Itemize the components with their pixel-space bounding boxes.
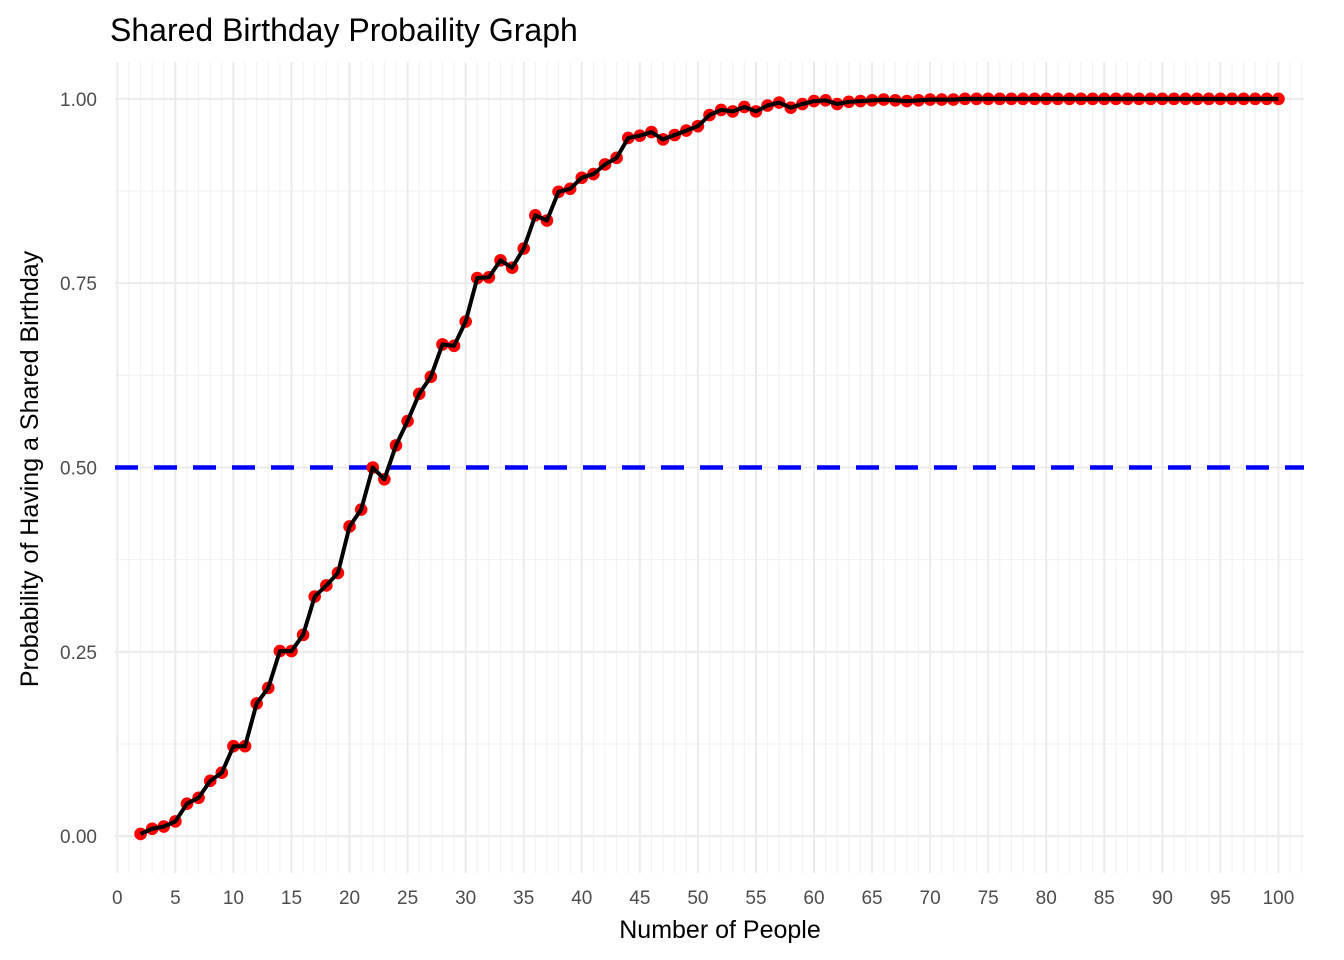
x-tick-label: 0 [112,888,123,909]
x-tick-label: 25 [397,888,418,909]
x-tick-label: 40 [571,888,592,909]
y-tick-label: 0.75 [60,274,97,295]
series-group [134,92,1285,841]
x-axis-title: Number of People [619,916,821,944]
x-tick-label: 95 [1210,888,1231,909]
x-tick-label: 60 [803,888,824,909]
y-tick-labels: 0.00 0.25 0.50 0.75 1.00 [60,90,97,848]
y-tick-label: 1.00 [60,90,97,111]
series-line [139,96,1279,836]
x-tick-label: 100 [1263,888,1295,909]
x-tick-label: 30 [455,888,476,909]
x-tick-label: 70 [920,888,941,909]
y-tick-label: 0.50 [60,459,97,480]
x-tick-label: 45 [629,888,650,909]
x-tick-label: 55 [745,888,766,909]
x-tick-label: 90 [1152,888,1173,909]
x-tick-label: 50 [687,888,708,909]
x-tick-label: 80 [1036,888,1057,909]
x-tick-label: 75 [978,888,999,909]
x-tick-label: 35 [513,888,534,909]
x-tick-label: 65 [861,888,882,909]
y-tick-label: 0.25 [60,643,97,664]
chart-title: Shared Birthday Probaility Graph [110,12,578,48]
x-tick-label: 15 [281,888,302,909]
x-tick-label: 5 [170,888,181,909]
x-tick-labels: 0 5 10 15 20 25 30 35 40 45 50 55 60 65 70 75 80 85 90 95 10… [112,888,1294,909]
x-tick-label: 85 [1094,888,1115,909]
y-axis-title: Probability of Having a Shared Birthday [16,250,44,687]
y-tick-label: 0.00 [60,827,97,848]
x-tick-label: 20 [339,888,360,909]
x-tick-label: 10 [223,888,244,909]
